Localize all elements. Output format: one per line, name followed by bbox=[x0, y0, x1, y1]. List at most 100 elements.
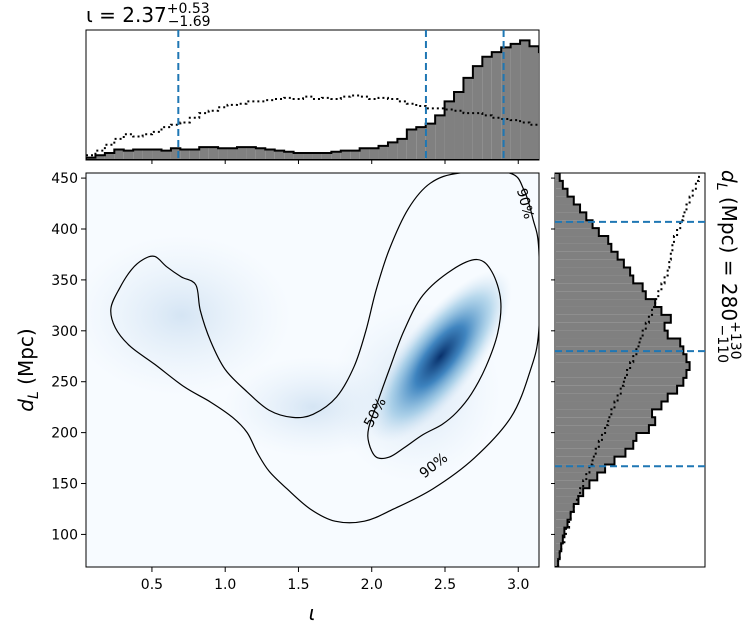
top-hist-bar bbox=[265, 149, 275, 160]
right-hist-bar bbox=[555, 354, 687, 363]
y-tick-label: 300 bbox=[51, 324, 78, 340]
inclination-title: ι = 2.37+0.53 −1.69 bbox=[86, 1, 211, 30]
right-hist-bar bbox=[555, 346, 684, 355]
right-hist-bar bbox=[555, 535, 563, 544]
top-hist-bar bbox=[170, 148, 181, 160]
top-hist-bar bbox=[255, 148, 266, 160]
top-hist-bar bbox=[435, 115, 445, 160]
top-hist-bar bbox=[114, 149, 124, 160]
right-hist-bar bbox=[555, 448, 626, 457]
top-hist-bar bbox=[95, 155, 105, 160]
top-hist-bar bbox=[605, 125, 614, 160]
contour-90-label-edge: 90% bbox=[513, 187, 537, 221]
top-hist-bar bbox=[350, 150, 360, 160]
top-hist-bar bbox=[152, 149, 162, 160]
top-hist-bar bbox=[577, 78, 586, 160]
right-hist-bar bbox=[555, 180, 563, 189]
right-hist-bar bbox=[555, 559, 559, 567]
top-hist-bar bbox=[463, 77, 473, 160]
top-hist-bar bbox=[586, 90, 595, 160]
joint-density-plot: 50%90%90% 0.5 1.0 1.5 2.0 2.5 3.0 10015020025… bbox=[14, 171, 540, 625]
x-tick-label: 1.0 bbox=[214, 577, 236, 593]
top-hist-bar bbox=[567, 69, 576, 161]
top-hist-bar bbox=[425, 123, 436, 160]
top-hist-bar bbox=[558, 61, 567, 160]
top-hist-bar bbox=[303, 152, 313, 160]
top-hist-bar bbox=[227, 148, 237, 160]
top-hist-bar bbox=[189, 149, 200, 160]
top-hist-bar bbox=[624, 146, 633, 160]
right-hist-bar bbox=[555, 338, 681, 347]
y-tick-label: 350 bbox=[51, 273, 78, 289]
top-hist-bar bbox=[208, 147, 219, 160]
right-hist-bar bbox=[555, 330, 668, 339]
right-hist-bar bbox=[555, 173, 560, 181]
right-hist-bar bbox=[555, 196, 574, 205]
contour-90 bbox=[110, 173, 539, 524]
right-hist-bar bbox=[555, 472, 598, 481]
right-hist-bar bbox=[555, 322, 665, 331]
top-hist-bar bbox=[274, 150, 285, 160]
right-hist-bar bbox=[555, 251, 618, 260]
right-hist-bar bbox=[555, 236, 609, 244]
top-hist-bar bbox=[387, 142, 398, 160]
top-hist-bar bbox=[614, 139, 623, 160]
top-hist-bar bbox=[378, 145, 388, 160]
density-left-lobe bbox=[86, 235, 292, 396]
top-hist-bar bbox=[369, 148, 379, 160]
right-hist-bar bbox=[555, 362, 690, 370]
y-tick-label: 250 bbox=[51, 375, 78, 391]
y-tick-label: 450 bbox=[51, 171, 78, 187]
top-hist-bar bbox=[340, 150, 351, 160]
top-hist-bar bbox=[538, 52, 539, 160]
joint-panel-frame bbox=[85, 172, 540, 568]
x-axis-label: ι bbox=[309, 601, 316, 625]
top-hist-bar bbox=[142, 149, 153, 160]
right-hist-bar bbox=[555, 417, 656, 426]
right-hist-bar bbox=[555, 511, 571, 520]
right-hist-bar bbox=[555, 464, 606, 473]
top-hist-bar bbox=[180, 149, 190, 160]
top-hist-bar bbox=[321, 152, 332, 160]
top-hist-bar bbox=[548, 54, 557, 160]
y-tick-label: 100 bbox=[51, 527, 78, 543]
top-hist-bar bbox=[359, 148, 370, 160]
right-hist-bar bbox=[555, 377, 684, 386]
y-tick-label: 400 bbox=[51, 222, 78, 238]
right-hist-bar bbox=[555, 291, 646, 300]
top-hist-bar bbox=[199, 147, 209, 160]
top-marginal-histogram: ι = 2.37+0.53 −1.69 bbox=[85, 1, 633, 164]
top-hist-bar bbox=[218, 148, 228, 160]
right-hist-bar bbox=[555, 267, 631, 276]
top-hist-bar bbox=[454, 91, 464, 160]
top-posterior-outline bbox=[86, 39, 539, 160]
density-peak bbox=[369, 270, 512, 443]
right-hist-bar bbox=[555, 519, 568, 528]
top-hist-bar bbox=[482, 56, 492, 160]
right-hist-bar bbox=[555, 299, 656, 307]
right-hist-bar bbox=[555, 393, 668, 402]
right-hist-bar bbox=[555, 385, 678, 394]
top-hist-bar bbox=[246, 147, 256, 160]
right-hist-bar bbox=[555, 527, 565, 536]
contour-50 bbox=[367, 258, 502, 460]
right-hist-bar bbox=[555, 370, 687, 378]
right-hist-bar bbox=[555, 480, 590, 489]
right-hist-bar bbox=[555, 496, 579, 504]
right-hist-bar bbox=[555, 243, 612, 252]
right-hist-bar bbox=[555, 220, 593, 229]
right-marginal-histogram: dL (Mpc) = 280+130−110 bbox=[551, 170, 743, 568]
top-hist-bar bbox=[86, 157, 96, 160]
right-hist-bar bbox=[555, 433, 637, 441]
top-hist-bar bbox=[501, 47, 511, 160]
top-prior-line bbox=[86, 94, 539, 157]
top-hist-bar bbox=[510, 43, 521, 160]
x-tick-label: 2.5 bbox=[434, 577, 456, 593]
right-hist-bar bbox=[555, 228, 599, 237]
right-hist-bar bbox=[555, 456, 615, 465]
top-hist-bar bbox=[284, 151, 294, 160]
x-tick-label: 2.0 bbox=[361, 577, 383, 593]
right-hist-bar bbox=[555, 488, 584, 497]
top-hist-bar bbox=[444, 101, 455, 160]
